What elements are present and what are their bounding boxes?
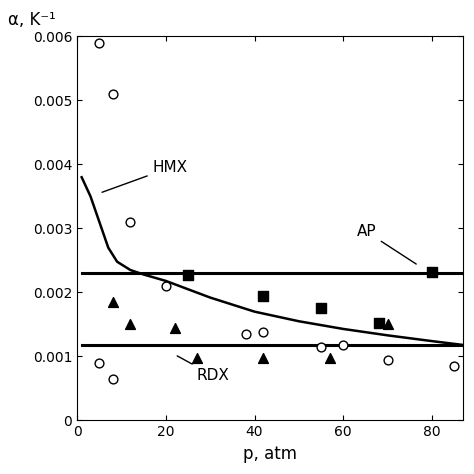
Point: [260, 355, 267, 362]
Point: [375, 319, 383, 327]
Text: α, K⁻¹: α, K⁻¹: [8, 11, 55, 29]
Point: [317, 305, 325, 312]
Point: [339, 341, 347, 349]
Point: [193, 355, 201, 362]
Point: [127, 218, 134, 226]
Point: [384, 321, 392, 328]
Point: [260, 328, 267, 336]
Point: [162, 282, 170, 290]
Point: [109, 375, 117, 383]
Point: [242, 330, 249, 338]
Point: [384, 356, 392, 364]
Point: [184, 271, 192, 278]
Text: HMX: HMX: [102, 160, 188, 192]
Point: [326, 355, 334, 362]
Text: AP: AP: [356, 224, 416, 264]
Text: RDX: RDX: [177, 356, 230, 383]
Point: [450, 362, 458, 370]
Point: [96, 359, 103, 367]
Point: [317, 343, 325, 351]
Point: [109, 298, 117, 306]
X-axis label: p, atm: p, atm: [243, 445, 297, 463]
Point: [260, 292, 267, 300]
Point: [96, 39, 103, 46]
Point: [428, 268, 436, 276]
Point: [171, 324, 179, 331]
Point: [127, 321, 134, 328]
Point: [109, 90, 117, 98]
